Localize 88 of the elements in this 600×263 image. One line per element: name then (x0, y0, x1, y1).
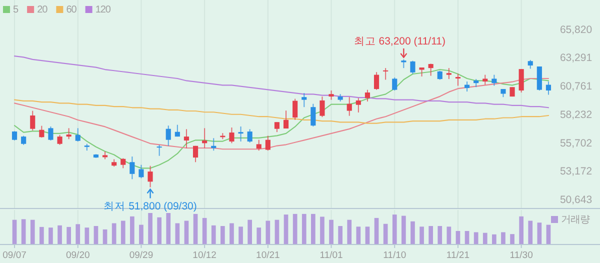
bar (320, 216, 324, 244)
bar (338, 226, 342, 244)
legend-label: 60 (66, 4, 78, 16)
bar (266, 220, 270, 244)
bar (220, 226, 225, 244)
bar (356, 226, 361, 244)
bar (211, 225, 216, 244)
legend-label: 120 (95, 4, 112, 16)
annotation: 최고 63,200 (11/11) (354, 35, 446, 48)
bar (148, 213, 152, 244)
annotation: 최저 51,800 (09/30) (104, 200, 197, 212)
legend-item: 60 (56, 4, 76, 16)
bar (94, 226, 98, 244)
y-tick-label: 53,172 (560, 166, 592, 178)
bar (474, 232, 478, 244)
y-tick-label: 60,761 (560, 80, 592, 93)
y-tick-label: 63,291 (560, 52, 592, 64)
x-tick-label: 11/21 (446, 250, 470, 261)
bar (112, 223, 116, 244)
x-tick-label: 11/01 (320, 250, 343, 261)
bar (184, 220, 189, 244)
bar (311, 214, 316, 244)
bar (21, 219, 26, 244)
bar (166, 213, 171, 244)
legend-item: 120 (85, 4, 110, 16)
bar (230, 223, 234, 244)
bar (546, 224, 551, 244)
y-tick-label: 55,702 (560, 137, 592, 150)
legend-label: 거래량 (561, 214, 590, 226)
legend-item: 5 (3, 4, 18, 16)
bar (274, 220, 280, 244)
bar (428, 226, 433, 244)
x-tick-label: 09/29 (129, 250, 154, 261)
bar (410, 221, 415, 244)
bar (365, 226, 370, 244)
x-tick-label: 11/10 (383, 250, 406, 261)
legend-item: 20 (27, 4, 48, 16)
bar (238, 226, 243, 244)
bar (329, 220, 334, 244)
bar (102, 229, 108, 244)
bar (193, 214, 198, 244)
bar (519, 216, 524, 244)
y-tick-label: 58,232 (560, 108, 592, 121)
x-tick-label: 10/21 (256, 250, 280, 261)
legend-label: 5 (13, 4, 19, 16)
bar (374, 218, 379, 244)
bar (528, 220, 533, 244)
bar (284, 214, 288, 244)
bar (402, 216, 406, 244)
bar (175, 223, 180, 244)
bar (58, 225, 62, 244)
bar (510, 234, 514, 244)
bar (492, 234, 496, 244)
y-tick-label: 50,643 (560, 194, 592, 206)
bar (501, 232, 506, 244)
bar (256, 228, 262, 244)
bar (464, 230, 470, 244)
bar (392, 214, 397, 244)
x-tick-label: 11/30 (510, 250, 533, 261)
x-tick-label: 09/20 (66, 250, 90, 261)
bar (446, 226, 452, 244)
bar (157, 217, 162, 244)
bar (40, 226, 44, 244)
x-tick-label: 10/12 (192, 250, 216, 261)
bar (48, 228, 53, 244)
legend-item: 거래량 (551, 214, 590, 226)
bar (383, 224, 388, 244)
bar (120, 220, 126, 244)
bar (130, 216, 134, 244)
bar (292, 214, 298, 244)
y-tick-label: 65,820 (560, 24, 592, 36)
bar (420, 226, 424, 244)
bar (347, 220, 352, 244)
bar (139, 224, 144, 244)
bar (438, 226, 442, 244)
bar (456, 230, 460, 244)
bar (537, 222, 542, 244)
bar (84, 228, 90, 244)
bar (482, 232, 488, 244)
x-tick-label: 09/07 (2, 250, 26, 261)
bar (76, 224, 80, 244)
bar (302, 214, 306, 244)
bar (30, 220, 35, 244)
bar (66, 226, 71, 244)
bar (202, 218, 207, 244)
bar (248, 220, 252, 244)
bar (12, 220, 17, 244)
legend-label: 20 (37, 4, 48, 16)
